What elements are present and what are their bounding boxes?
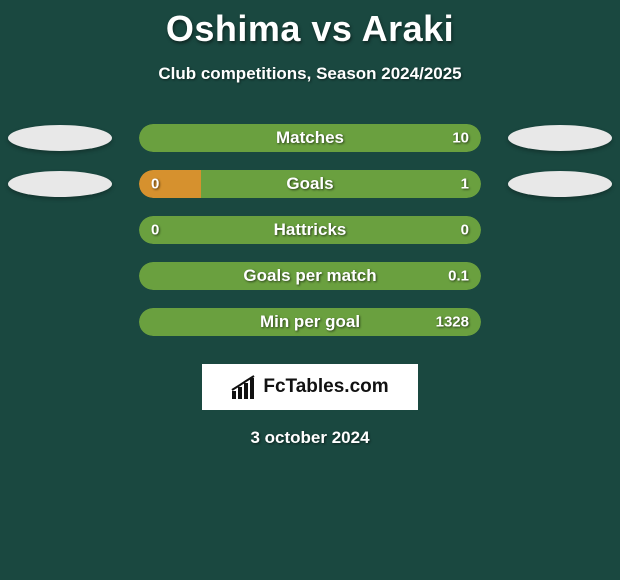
- stat-row: Goals 0 1: [0, 170, 620, 198]
- player-ellipse-right: [508, 171, 612, 197]
- stat-row: Matches 10: [0, 124, 620, 152]
- stat-value-right: 1: [461, 176, 469, 193]
- stat-bar: Goals 0 1: [139, 170, 481, 198]
- stat-bar: Hattricks 0 0: [139, 216, 481, 244]
- logo-box[interactable]: FcTables.com: [202, 364, 418, 410]
- player-ellipse-right: [508, 125, 612, 151]
- stat-value-left: 0: [151, 176, 159, 193]
- stat-bar: Min per goal 1328: [139, 308, 481, 336]
- page-title: Oshima vs Araki: [0, 8, 620, 50]
- stat-row: Goals per match 0.1: [0, 262, 620, 290]
- stat-value-right: 1328: [436, 314, 469, 331]
- stat-label: Goals: [286, 174, 333, 194]
- stat-row: Hattricks 0 0: [0, 216, 620, 244]
- player-ellipse-left: [8, 125, 112, 151]
- stat-value-right: 10: [452, 130, 469, 147]
- chart-icon: [231, 375, 259, 399]
- stat-label: Hattricks: [274, 220, 347, 240]
- logo-text: FcTables.com: [263, 376, 388, 398]
- stat-label: Matches: [276, 128, 344, 148]
- date-text: 3 october 2024: [0, 428, 620, 448]
- stat-label: Goals per match: [243, 266, 376, 286]
- stat-value-right: 0.1: [448, 268, 469, 285]
- stat-bar-left-segment: [139, 170, 201, 198]
- subtitle: Club competitions, Season 2024/2025: [0, 64, 620, 84]
- stat-bar: Goals per match 0.1: [139, 262, 481, 290]
- stat-row: Min per goal 1328: [0, 308, 620, 336]
- stat-rows: Matches 10 Goals 0 1 Hattricks 0 0 Goals per mat…: [0, 124, 620, 336]
- stat-bar: Matches 10: [139, 124, 481, 152]
- comparison-panel: Oshima vs Araki Club competitions, Seaso…: [0, 0, 620, 448]
- stat-value-right: 0: [461, 222, 469, 239]
- stat-label: Min per goal: [260, 312, 360, 332]
- stat-value-left: 0: [151, 222, 159, 239]
- player-ellipse-left: [8, 171, 112, 197]
- stat-bar-right-segment: [201, 170, 481, 198]
